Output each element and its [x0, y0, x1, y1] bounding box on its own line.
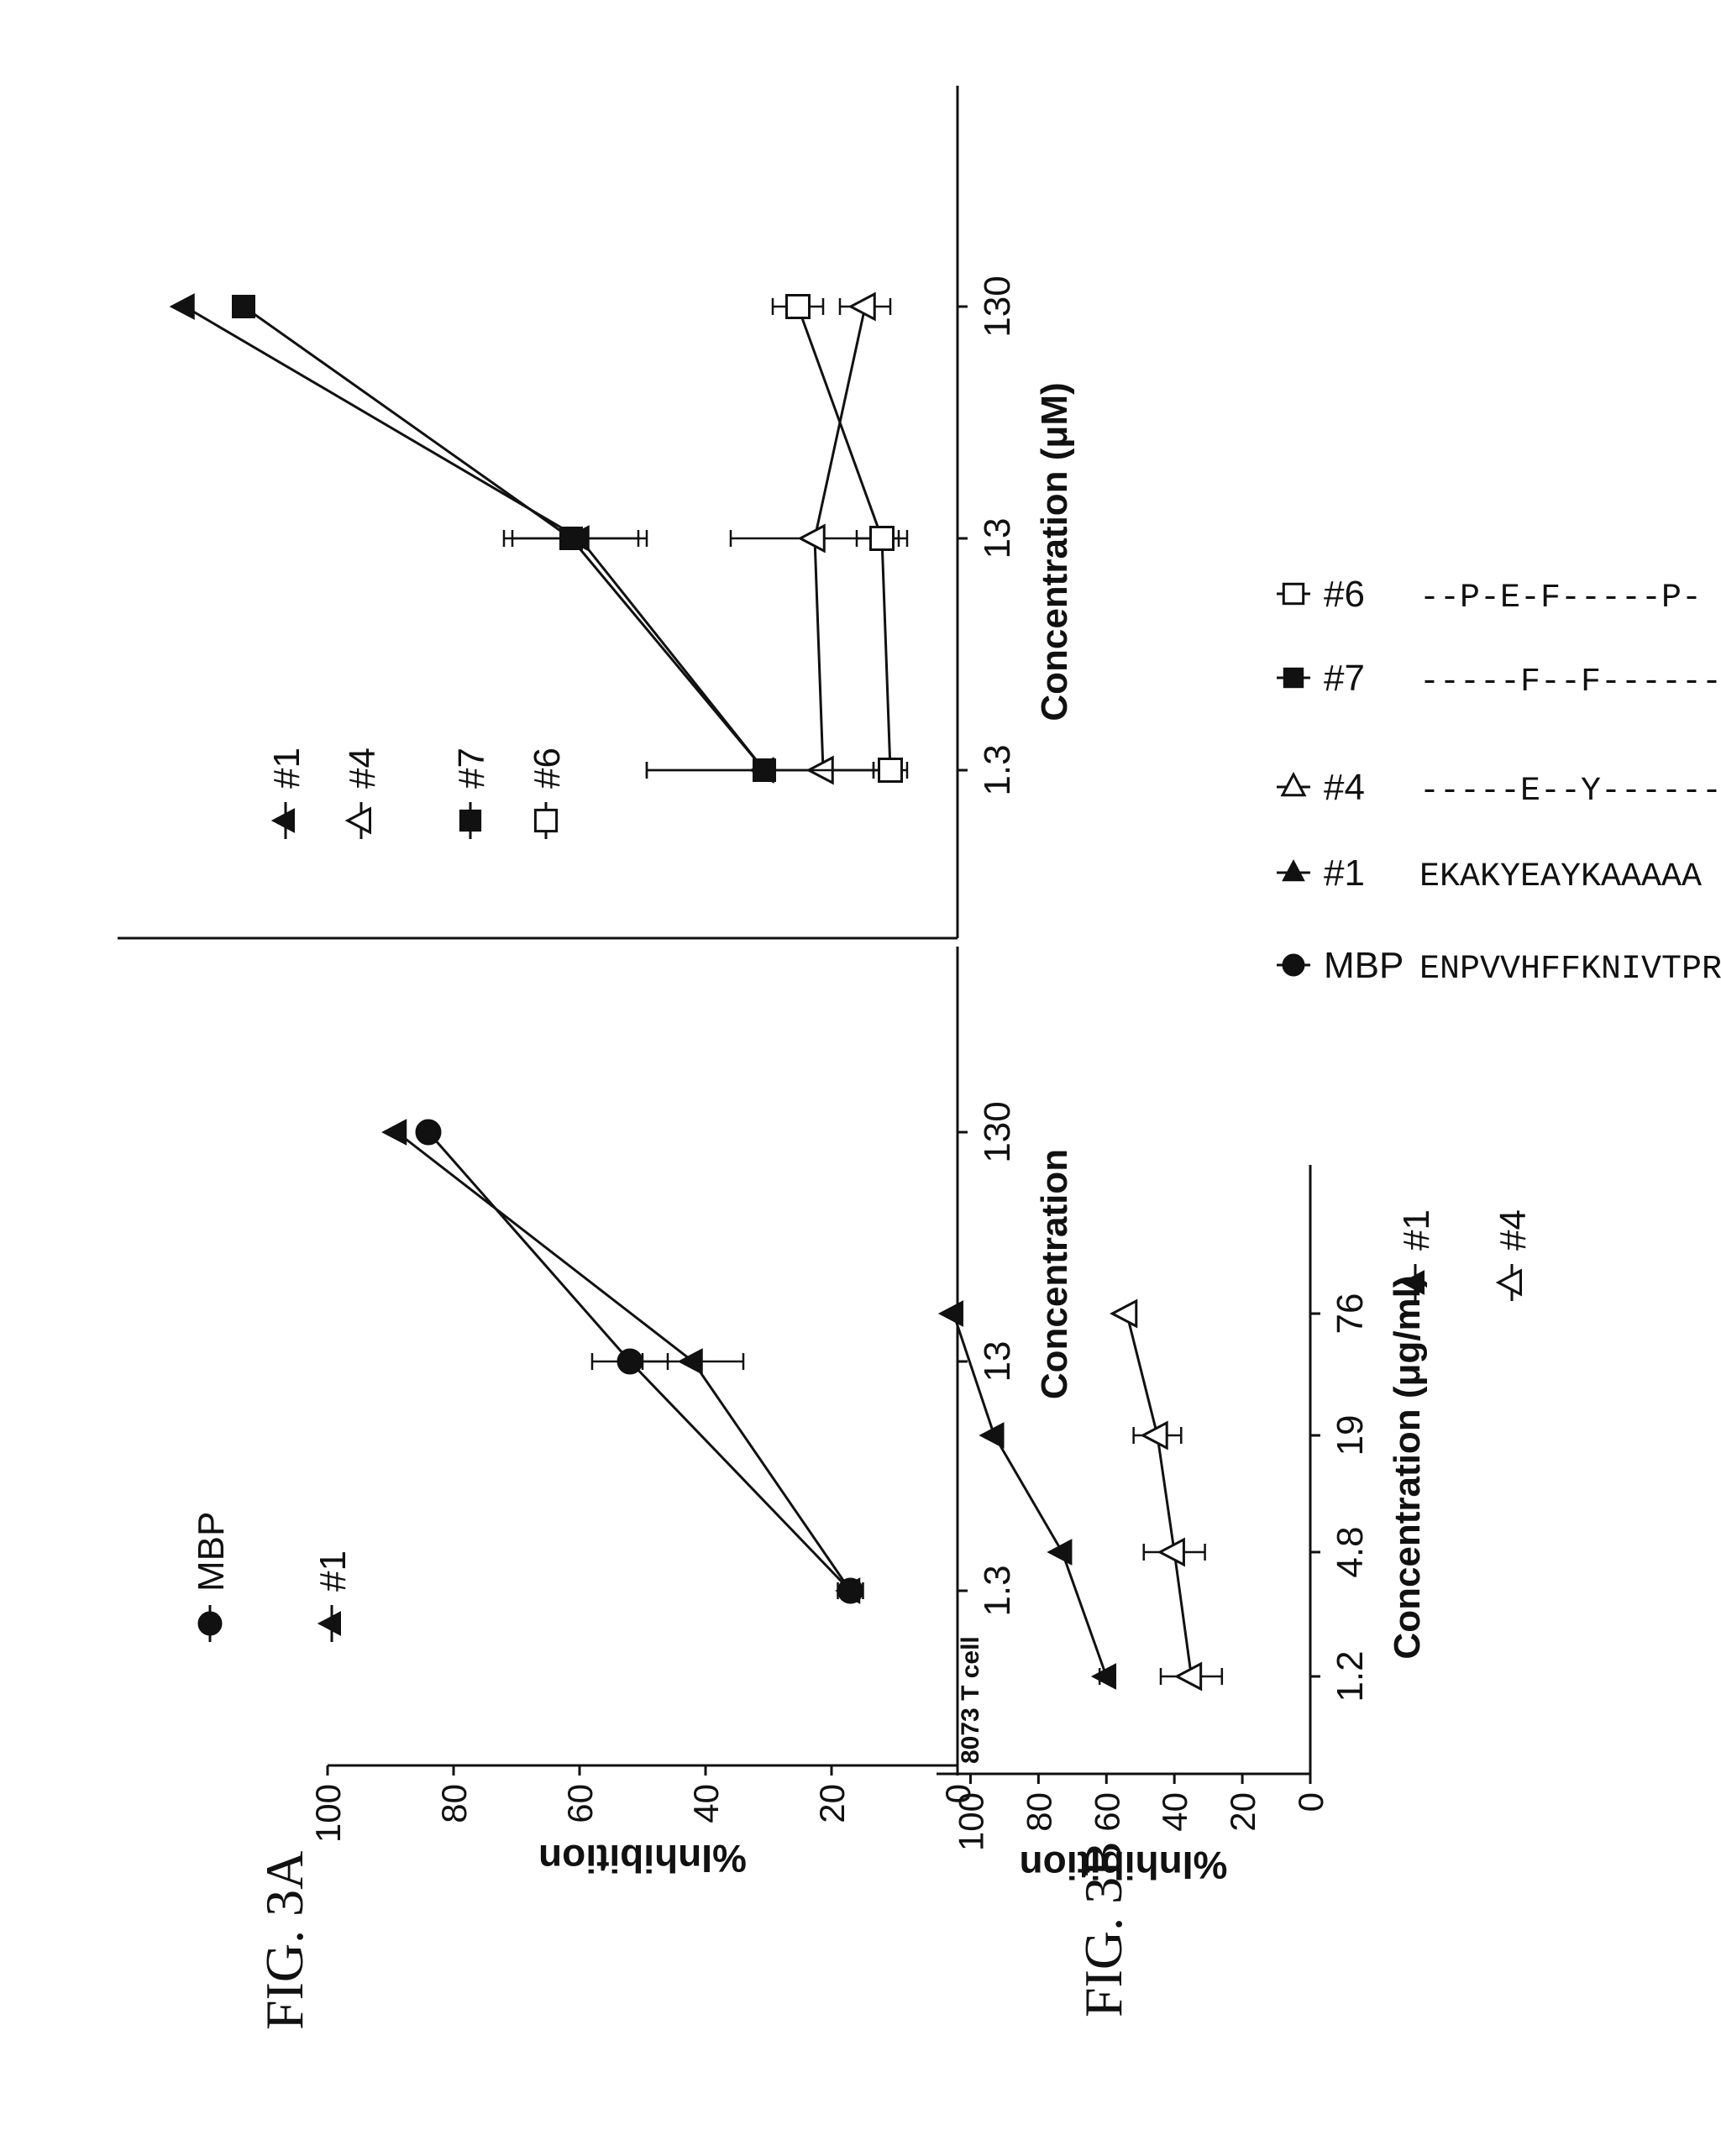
fig3b-series-line — [1127, 1314, 1192, 1676]
fig3a-left-y-axis-label: %Inhibition — [538, 1837, 747, 1881]
sequence-legend-sequence: -----E--Y------- — [1419, 773, 1721, 810]
fig3b-legend-label: #4 — [1493, 1209, 1534, 1251]
sequence-legend-row: #7 -----F--F------- — [1277, 658, 1721, 701]
fig3a-left-x-axis-label: Concentration — [1034, 1149, 1075, 1399]
fig3b-data-point — [1112, 1301, 1136, 1326]
fig3a-left-legend-label: #1 — [312, 1550, 354, 1592]
fig3a-right-data-point — [233, 296, 255, 318]
sequence-legend-marker — [1283, 584, 1303, 603]
fig-3a-label: FIG. 3A — [254, 1851, 314, 2030]
fig3a-left-y-tick-label: 40 — [686, 1784, 726, 1823]
fig3b-x-tick-label: 76 — [1330, 1293, 1371, 1335]
sequence-legend-name: #4 — [1324, 767, 1365, 808]
fig3b-x-axis-label: Concentration (μg/ml) — [1387, 1275, 1428, 1659]
fig3a-right-legend-label: #4 — [342, 748, 383, 789]
fig3a-left-x-tick-label: 1.3 — [977, 1565, 1018, 1616]
fig3a-left-legend-marker — [198, 1612, 222, 1635]
fig3a-left-x-tick-label: 13 — [977, 1341, 1018, 1382]
fig3a-left-data-point — [382, 1120, 407, 1145]
fig3a-right-data-point — [787, 296, 810, 318]
fig3a-right-legend-label: #7 — [451, 748, 492, 789]
fig3a-left-y-tick-label: 100 — [308, 1784, 348, 1843]
fig3b-legend-marker — [1498, 1271, 1521, 1294]
fig3a-left-y-tick-label: 80 — [434, 1784, 474, 1823]
fig3a-right-data-point — [560, 527, 583, 550]
fig3a-right-legend-marker — [535, 810, 556, 831]
sequence-legend-sequence: --P-E-F-----P- — [1419, 580, 1702, 617]
fig3b-y-tick-label: 80 — [1019, 1792, 1058, 1832]
sequence-legend-name: MBP — [1324, 945, 1404, 986]
fig3a-left-legend-label: MBP — [191, 1512, 232, 1592]
fig3a-right-data-point — [171, 294, 195, 319]
fig3a-right-x-tick-label: 13 — [977, 518, 1018, 559]
fig3b-x-tick-label: 19 — [1330, 1415, 1371, 1456]
fig3a-left-y-tick-label: 20 — [812, 1784, 852, 1823]
fig3a-right-legend-marker — [272, 809, 295, 832]
fig3a-right-x-tick-label: 130 — [977, 275, 1018, 337]
fig3a-right-data-point — [800, 526, 825, 551]
sequence-legend-name: #1 — [1324, 852, 1365, 894]
fig3b-y-axis-label: %Inhibition — [1020, 1844, 1228, 1887]
fig3b-y-tick-label: 60 — [1087, 1792, 1126, 1832]
fig3b-y-tick-label: 0 — [1291, 1792, 1330, 1812]
fig3b-data-point — [1177, 1664, 1201, 1689]
fig3b-data-point — [1047, 1540, 1072, 1565]
fig3a-left-data-point — [617, 1349, 643, 1374]
fig3a-left-legend-marker — [318, 1612, 341, 1635]
sequence-legend-marker — [1283, 860, 1304, 881]
fig3a-right-legend-marker — [348, 809, 370, 832]
fig3a-right-x-axis-label: Concentration (μM) — [1034, 382, 1075, 721]
fig3b-x-tick-label: 1.2 — [1330, 1650, 1371, 1702]
sequence-legend-marker — [1283, 668, 1303, 687]
sequence-legend-name: #7 — [1324, 658, 1365, 699]
fig3a-right-legend-label: #6 — [527, 748, 568, 789]
chart-layer: 0 20 40 60 80 100 1.3 13 130 Concentration %Inhibi… — [118, 86, 1721, 1887]
fig3b-annotation: 8073 T cell — [957, 1636, 984, 1764]
fig3a-left-data-point — [416, 1120, 441, 1145]
sequence-legend-sequence: ENPVVHFFKNIVTPR — [1419, 951, 1721, 989]
fig3a-left-x-tick-label: 130 — [977, 1101, 1018, 1162]
sequence-legend-marker — [1283, 774, 1304, 795]
fig3a-right-data-point — [871, 527, 894, 550]
sequence-legend-marker — [1283, 954, 1304, 976]
sequence-legend-name: #6 — [1324, 574, 1365, 615]
fig3b-data-point — [939, 1301, 963, 1326]
fig3b-y-tick-label: 40 — [1155, 1792, 1194, 1832]
sequence-legend-sequence: EKAKYEAYKAAAAA — [1419, 858, 1702, 896]
fig3a-right-data-point — [753, 759, 776, 782]
fig3b-y-tick-label: 100 — [951, 1792, 990, 1851]
fig3a-right-legend-marker — [459, 810, 480, 831]
sequence-legend-row: #1 EKAKYEAYKAAAAA — [1277, 852, 1702, 896]
fig3b-y-tick-label: 20 — [1223, 1792, 1262, 1832]
fig3b-x-tick-label: 4.8 — [1330, 1526, 1371, 1577]
fig3a-left-y-tick-label: 60 — [560, 1784, 600, 1823]
fig3a-right-legend-label: #1 — [266, 748, 307, 789]
sequence-legend-row: #6 --P-E-F-----P- — [1277, 574, 1702, 617]
fig3a-right-data-point — [879, 759, 902, 782]
sequence-legend-row: #4 -----E--Y------- — [1277, 767, 1721, 810]
fig3a-right-x-tick-label: 1.3 — [977, 744, 1018, 795]
sequence-legend-sequence: -----F--F------- — [1419, 664, 1721, 701]
sequence-legend-row: MBP ENPVVHFFKNIVTPR — [1277, 945, 1721, 989]
fig3a-right-series-line — [185, 307, 764, 770]
fig3b-legend-label: #1 — [1396, 1209, 1437, 1251]
